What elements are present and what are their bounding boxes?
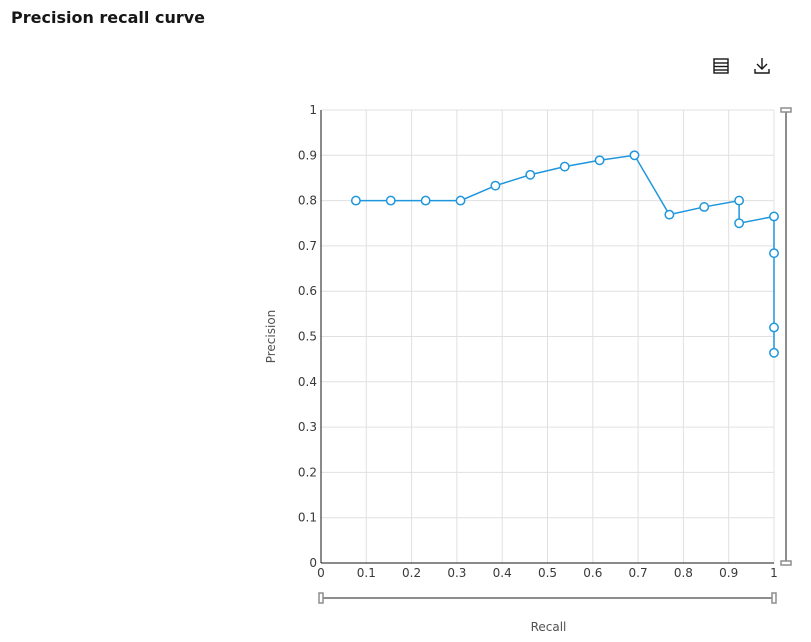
y-tick-label: 1 [309,103,317,117]
x-tick-label: 0.3 [447,566,466,580]
y-tick-label: 0.5 [298,330,317,344]
series-line [355,154,775,353]
zoom-bars[interactable] [318,107,792,604]
page-title: Precision recall curve [11,8,206,27]
x-tick-label: 0.4 [493,566,512,580]
x-tick-label: 0.7 [629,566,648,580]
data-point[interactable] [769,322,779,333]
x-axis-title: Recall [531,620,567,634]
y-tick-label: 0.2 [298,465,317,479]
y-tick-label: 0.6 [298,284,317,298]
data-point[interactable] [769,347,779,358]
y-tick-label: 0.4 [298,375,317,389]
axes-layer [320,110,774,564]
y-tick-label: 0.9 [298,148,317,162]
data-point[interactable] [350,195,361,206]
data-point[interactable] [769,211,779,222]
x-tick-label: 0.6 [583,566,602,580]
table-icon[interactable] [709,54,733,78]
data-points-layer[interactable] [350,150,779,358]
data-point[interactable] [699,201,710,212]
y-zoom-handle-top[interactable] [780,107,792,113]
data-point[interactable] [664,209,675,220]
series-line-layer [355,154,775,353]
data-point[interactable] [734,218,745,229]
x-zoom-handle-right[interactable] [771,592,777,604]
x-tick-label: 0.5 [538,566,557,580]
download-icon[interactable] [750,54,774,78]
data-point[interactable] [559,161,570,172]
data-point[interactable] [455,195,466,206]
x-zoom-handle-left[interactable] [318,592,324,604]
y-tick-label: 0 [309,556,317,570]
data-point[interactable] [525,169,536,180]
grid-layer [320,109,775,564]
data-point[interactable] [420,195,431,206]
x-tick-label: 0.8 [674,566,693,580]
data-point[interactable] [385,195,396,206]
y-axis-title: Precision [264,310,278,364]
x-tick-label: 0 [317,566,325,580]
y-tick-label: 0.7 [298,239,317,253]
data-point[interactable] [490,180,501,191]
data-point[interactable] [734,195,745,206]
data-point[interactable] [594,155,605,166]
y-zoom-handle-bottom[interactable] [780,560,792,566]
y-tick-label: 0.3 [298,420,317,434]
data-point[interactable] [629,150,640,161]
x-tick-label: 1 [770,566,778,580]
x-tick-label: 0.2 [402,566,421,580]
y-tick-label: 0.1 [298,511,317,525]
x-tick-label: 0.9 [719,566,738,580]
data-point[interactable] [769,248,779,259]
axis-labels-layer: 0 0.1 0.2 0.3 0.4 0.5 0.6 0.7 0.8 0.9 1 0 0.1 0.2 0.3 0… [264,103,778,634]
x-tick-label: 0.1 [357,566,376,580]
y-tick-label: 0.8 [298,194,317,208]
